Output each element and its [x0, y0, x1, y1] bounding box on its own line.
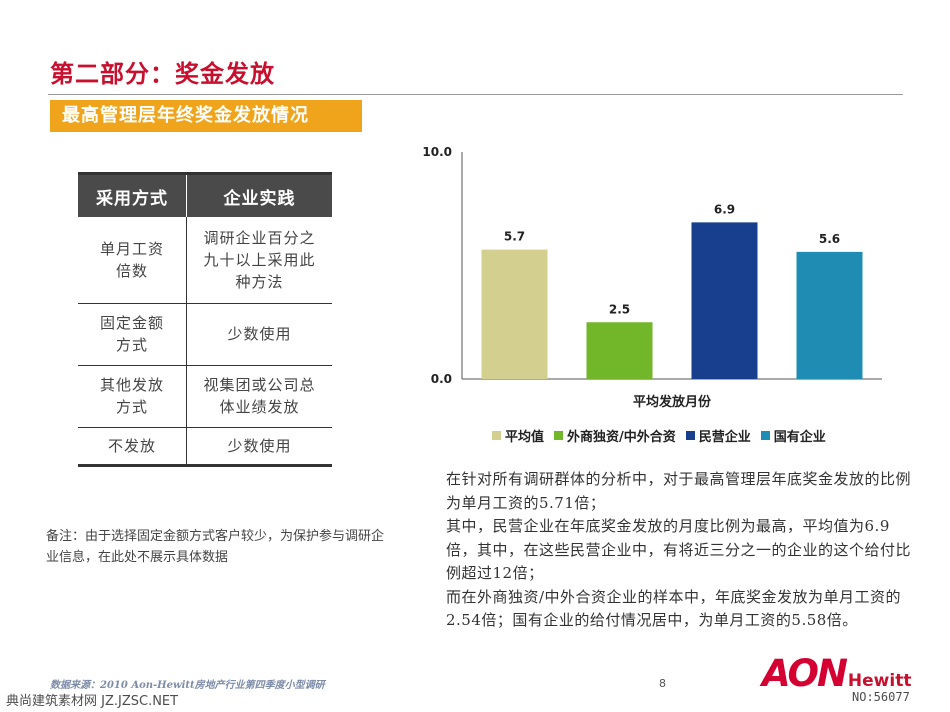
data-source: 数据来源：2010 Aon-Hewitt房地产行业第四季度小型调研 — [50, 680, 325, 691]
analysis-paragraph: 在针对所有调研群体的分析中，对于最高管理层年底奖金发放的比例为单月工资的5.71… — [446, 470, 912, 512]
bar — [796, 251, 863, 379]
table-header-row: 采用方式 企业实践 — [78, 172, 332, 217]
bar — [691, 222, 758, 379]
legend-label: 民营企业 — [698, 430, 751, 445]
analysis-paragraph: 其中，民营企业在年底奖金发放的月度比例为最高，平均值为6.9倍，其中，在这些民营… — [446, 517, 912, 582]
y-tick-label: 0.0 — [431, 372, 452, 386]
table-cell-method: 单月工资倍数 — [78, 217, 187, 304]
title-divider — [48, 94, 903, 95]
page-number: 8 — [659, 677, 666, 690]
practice-table: 采用方式 企业实践 单月工资倍数 调研企业百分之九十以上采用此种方法 固定金额方… — [78, 172, 332, 467]
table-row: 不发放 少数使用 — [78, 427, 332, 467]
table-cell-method: 固定金额方式 — [78, 303, 187, 366]
legend-swatch — [685, 431, 695, 440]
bar-value-label: 6.9 — [714, 202, 735, 216]
table-cell-method: 不发放 — [78, 427, 187, 467]
section-subtitle: 最高管理层年终奖金发放情况 — [50, 100, 362, 132]
table-cell-method: 其他发放方式 — [78, 365, 187, 428]
bar-value-label: 5.7 — [504, 230, 525, 244]
legend-label: 国有企业 — [773, 430, 826, 445]
footnote: 备注：由于选择固定金额方式客户较少，为保护参与调研企业信息，在此处不展示具体数据 — [46, 529, 385, 565]
table-row: 固定金额方式 少数使用 — [78, 303, 332, 366]
table-cell-practice: 少数使用 — [186, 427, 332, 467]
table-header-practice: 企业实践 — [186, 172, 332, 217]
legend-swatch — [492, 431, 501, 440]
bar-value-label: 2.5 — [609, 302, 630, 316]
legend-swatch — [554, 431, 564, 440]
bar-chart: 10.0 0.0 5.7 2.5 6.9 5.6 平均发放月份 — [422, 145, 882, 410]
legend-item: 国有企业 — [760, 426, 826, 445]
table-header-method: 采用方式 — [78, 172, 187, 217]
table-cell-practice: 视集团或公司总体业绩发放 — [186, 365, 332, 428]
legend-item: 外商独资/中外合资 — [554, 426, 676, 445]
table-row: 单月工资倍数 调研企业百分之九十以上采用此种方法 — [78, 217, 332, 304]
table-cell-practice: 调研企业百分之九十以上采用此种方法 — [186, 217, 332, 304]
watermark-site: 典尚建筑素材网 JZ.JZSC.NET — [6, 694, 179, 709]
analysis-paragraph: 而在外商独资/中外合资企业的样本中，年底奖金发放为单月工资的2.54倍；国有企业… — [446, 587, 902, 630]
bar — [481, 249, 548, 379]
legend-label: 平均值 — [505, 430, 545, 445]
y-tick-label: 10.0 — [422, 145, 452, 159]
x-axis-title: 平均发放月份 — [633, 394, 712, 410]
logo-aon-text: AON — [762, 652, 848, 695]
analysis-text: 在针对所有调研群体的分析中，对于最高管理层年底奖金发放的比例为单月工资的5.71… — [446, 468, 916, 633]
bar-value-label: 5.6 — [819, 232, 840, 246]
watermark-number: NO:56077 — [852, 690, 910, 704]
legend-item: 平均值 — [492, 426, 544, 445]
table-cell-practice: 少数使用 — [186, 303, 332, 366]
legend-swatch — [760, 431, 770, 440]
table-row: 其他发放方式 视集团或公司总体业绩发放 — [78, 365, 332, 428]
page-title: 第二部分：奖金发放 — [50, 60, 275, 88]
logo-hewitt-text: Hewitt — [847, 671, 912, 691]
chart-legend: 平均值 外商独资/中外合资 民营企业 国有企业 — [492, 426, 826, 445]
legend-label: 外商独资/中外合资 — [567, 430, 676, 445]
aon-hewitt-logo: AON Hewitt — [762, 652, 911, 695]
bar — [586, 322, 653, 379]
legend-item: 民营企业 — [685, 426, 751, 445]
